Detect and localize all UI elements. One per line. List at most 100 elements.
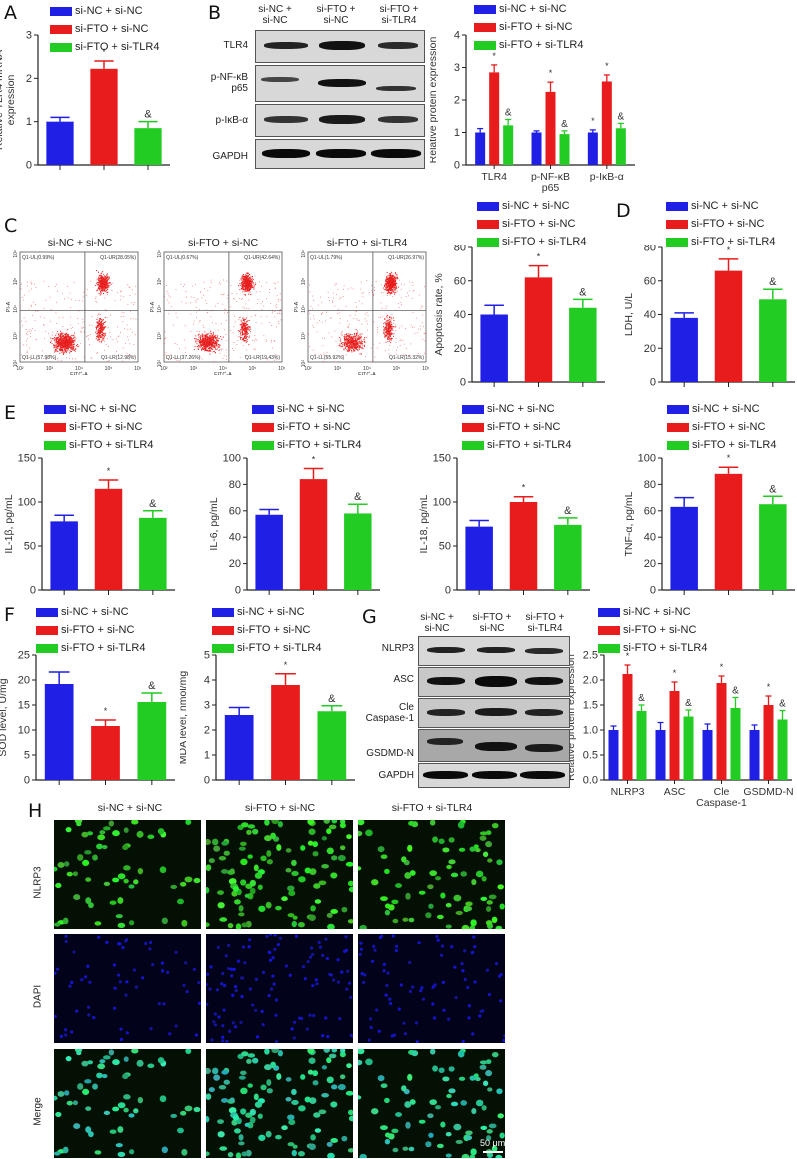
panel-letter-f: F xyxy=(4,604,15,626)
if-image-dapi-2 xyxy=(206,934,353,1043)
chart-e-il6: 0 20 40 60 80 100 IL-6, pg/mL * & xyxy=(208,453,380,597)
svg-text:2: 2 xyxy=(204,725,210,737)
svg-text:10⁶: 10⁶ xyxy=(13,250,19,258)
svg-text:5: 5 xyxy=(204,650,210,662)
svg-text:*: * xyxy=(591,116,595,126)
svg-text:*: * xyxy=(284,660,288,670)
svg-text:10⁵: 10⁵ xyxy=(105,366,113,372)
if-image-dapi-1 xyxy=(54,934,201,1043)
svg-text:0: 0 xyxy=(24,775,30,787)
blot-b-tlr4 xyxy=(255,30,425,63)
blot-g-cle-caspase1 xyxy=(418,698,570,728)
flow-title-3: si-FTO + si-TLR4 xyxy=(326,237,408,249)
svg-text:50: 50 xyxy=(24,541,36,553)
svg-text:*: * xyxy=(673,668,677,678)
svg-text:&: & xyxy=(144,109,152,121)
chart-e-il18: 0 50 100 150 IL-18, pg/mL * & xyxy=(418,453,590,597)
blot-g-label-asc: ASC xyxy=(393,674,414,685)
svg-text:10⁶: 10⁶ xyxy=(157,250,163,258)
if-image-nlrp3-1 xyxy=(54,820,201,929)
svg-text:1: 1 xyxy=(454,127,460,139)
svg-text:Q1-UL(0.99%): Q1-UL(0.99%) xyxy=(22,255,55,261)
svg-text:&: & xyxy=(769,483,777,495)
svg-text:10⁴: 10⁴ xyxy=(75,366,83,372)
svg-text:100: 100 xyxy=(638,453,656,465)
svg-text:10²: 10² xyxy=(301,360,307,368)
svg-text:10²: 10² xyxy=(157,360,163,368)
svg-text:25: 25 xyxy=(18,650,30,662)
svg-text:*: * xyxy=(107,466,111,476)
svg-text:GSDMD-N: GSDMD-N xyxy=(743,786,793,798)
svg-text:&: & xyxy=(149,498,157,510)
svg-text:Q1-UL(0.67%): Q1-UL(0.67%) xyxy=(166,255,199,261)
svg-text:60: 60 xyxy=(229,505,241,517)
blot-b-lane-1: si-NC + si-NC xyxy=(258,4,292,26)
svg-text:NLRP3: NLRP3 xyxy=(611,786,645,798)
svg-text:IL-18, pg/mL: IL-18, pg/mL xyxy=(418,494,430,553)
svg-text:10⁴: 10⁴ xyxy=(13,305,19,313)
if-col-title-1: si-NC + si-NC xyxy=(97,802,163,814)
svg-text:*: * xyxy=(104,706,108,716)
blot-g-gsdmdn xyxy=(418,729,570,762)
svg-text:20: 20 xyxy=(644,558,656,570)
svg-text:Q1-LR(19.43%): Q1-LR(19.43%) xyxy=(245,355,280,361)
panel-letter-b: B xyxy=(208,2,222,24)
legend-b: si-NC + si-NC si-FTO + si-NC si-FTO + si… xyxy=(474,0,583,54)
if-image-merge-3 xyxy=(358,1049,505,1158)
svg-text:10⁵: 10⁵ xyxy=(157,278,163,286)
svg-text:TNF-α, pg/mL: TNF-α, pg/mL xyxy=(623,491,635,556)
svg-text:&: & xyxy=(354,491,362,503)
svg-text:*: * xyxy=(492,51,496,61)
svg-text:0: 0 xyxy=(26,160,32,172)
svg-text:IL-1β, pg/mL: IL-1β, pg/mL xyxy=(3,494,15,553)
svg-text:p-NF-κB: p-NF-κB xyxy=(531,171,570,183)
svg-text:PI-A: PI-A xyxy=(294,301,300,312)
svg-text:4: 4 xyxy=(454,30,460,42)
blot-g-nlrp3 xyxy=(418,636,570,666)
svg-text:0: 0 xyxy=(454,160,460,172)
chart-c-apoptosis: 0 20 40 60 80 Apoptosis rate, % * & xyxy=(433,245,605,389)
if-image-nlrp3-3 xyxy=(358,820,505,929)
svg-text:*: * xyxy=(605,61,609,71)
flow-plot-1: Q1-UL(0.99%) Q1-UR(28.05%) Q1-LL(57.98%) Q1… xyxy=(6,250,141,375)
svg-text:10³: 10³ xyxy=(13,332,19,340)
svg-text:&: & xyxy=(505,108,512,119)
svg-text:*: * xyxy=(102,47,106,57)
svg-text:10⁶: 10⁶ xyxy=(301,250,307,258)
svg-text:4: 4 xyxy=(204,675,210,687)
svg-text:Q1-UR(28.05%): Q1-UR(28.05%) xyxy=(100,255,136,261)
blot-g-lane-3: si-FTO + si-TLR4 xyxy=(525,612,565,634)
blot-b-lane-3: si-FTO + si-TLR4 xyxy=(379,4,419,26)
chart-f-sod: 0 5 10 15 20 25 SOD level, U/mg * & xyxy=(0,650,175,787)
chart-d-ldh: 0 20 40 60 80 LDH, U/L * & xyxy=(623,245,795,389)
svg-text:10³: 10³ xyxy=(46,366,54,372)
svg-text:0: 0 xyxy=(650,585,656,597)
if-row-label-nlrp3: NLRP3 xyxy=(32,866,44,899)
legend-item: si-FTO + si-NC xyxy=(50,20,159,38)
legend-e3: si-NC + si-NC si-FTO + si-NC si-FTO + si… xyxy=(462,400,571,454)
svg-text:0: 0 xyxy=(235,585,241,597)
svg-text:PI-A: PI-A xyxy=(6,301,12,312)
svg-text:*: * xyxy=(549,68,553,78)
legend-e2: si-NC + si-NC si-FTO + si-NC si-FTO + si… xyxy=(252,400,361,454)
chart-b-protein: 0 1 2 3 4 Relative protein expression * & TLR4 * &… xyxy=(430,30,635,194)
blot-b-label-pnfkb: p-NF-κB p65 xyxy=(210,72,248,94)
blot-g-lane-1: si-NC + si-NC xyxy=(420,612,454,634)
svg-text:80: 80 xyxy=(644,245,656,254)
flow-title-2: si-FTO + si-NC xyxy=(187,237,259,249)
legend-f1: si-NC + si-NC si-FTO + si-NC si-FTO + si… xyxy=(36,603,145,657)
svg-text:1: 1 xyxy=(204,750,210,762)
flow-plot-2: Q1-UL(0.67%) Q1-UR(42.64%) Q1-LL(37.26%) Q1… xyxy=(150,250,285,375)
if-col-title-2: si-FTO + si-NC xyxy=(244,802,316,814)
svg-text:&: & xyxy=(148,680,156,692)
svg-text:40: 40 xyxy=(644,309,656,321)
legend-a: si-NC + si-NC si-FTO + si-NC si-FTO + si… xyxy=(50,2,159,56)
svg-text:Relative TLR4 mRNA: Relative TLR4 mRNA xyxy=(0,50,5,150)
flow-plot-3: Q1-UL(1.79%) Q1-UR(26.97%) Q1-LL(55.92%) Q1… xyxy=(294,250,429,375)
svg-text:100: 100 xyxy=(223,453,241,465)
svg-text:Q1-LL(37.26%): Q1-LL(37.26%) xyxy=(166,355,201,361)
blot-b-pnfkb xyxy=(255,65,425,102)
svg-text:*: * xyxy=(727,245,731,255)
svg-text:Relative protein expression: Relative protein expression xyxy=(430,37,439,164)
